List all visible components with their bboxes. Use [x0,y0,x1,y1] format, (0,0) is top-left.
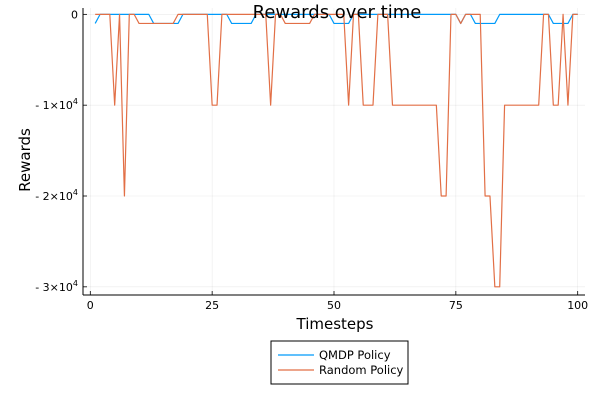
legend-box [270,340,409,385]
chart-title: Rewards over time [253,2,422,23]
legend-label-qmdp: QMDP Policy [319,348,391,362]
x-tick-label-4: 100 [567,299,588,312]
x-tick-label-2: 50 [327,299,341,312]
y-axis-label: Rewards [16,128,34,192]
axes [82,8,585,296]
x-axis-label: Timesteps [296,315,374,333]
series-lines [94,13,578,288]
x-tick-label-3: 75 [449,299,463,312]
y-tick-label-3: - 3×104 [35,279,78,294]
x-tick-label-0: 0 [87,299,94,312]
series-line-random-policy [95,13,578,288]
legend: QMDP Policy Random Policy [270,340,409,385]
legend-label-random: Random Policy [319,363,404,377]
x-tick-label-1: 25 [205,299,219,312]
y-tick-label-1: - 1×104 [35,97,78,112]
y-tick-label-0: 0 [71,8,78,21]
y-tick-label-2: - 2×104 [35,188,78,203]
series-line-qmdp-policy [94,13,578,25]
tick-labels: 0 25 50 75 100 0 - 1×104 - 2×104 - 3×104 [35,8,588,312]
